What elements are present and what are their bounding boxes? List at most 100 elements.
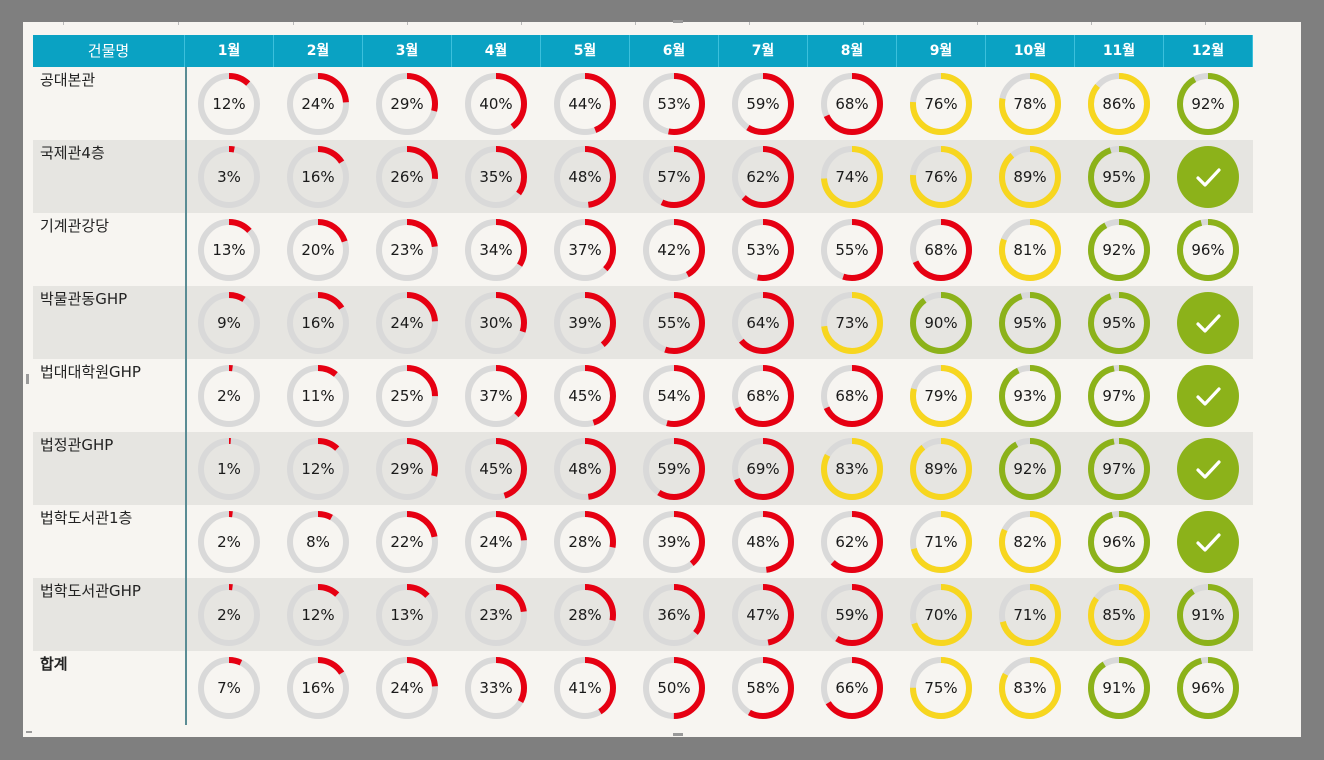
header-month-3[interactable]: 3월 [363, 35, 452, 67]
donut-chart[interactable]: 78% [995, 69, 1065, 139]
donut-chart[interactable]: 29% [372, 69, 442, 139]
donut-chart[interactable]: 39% [550, 288, 620, 358]
donut-chart[interactable]: 28% [550, 507, 620, 577]
donut-chart[interactable]: 53% [728, 215, 798, 285]
donut-chart[interactable]: 93% [995, 361, 1065, 431]
donut-chart[interactable]: 45% [550, 361, 620, 431]
donut-chart[interactable]: 81% [995, 215, 1065, 285]
corner-resize-handle[interactable] [26, 731, 32, 733]
donut-chart[interactable]: 3% [194, 142, 264, 212]
donut-chart[interactable]: 39% [639, 507, 709, 577]
donut-chart[interactable]: 16% [283, 288, 353, 358]
donut-chart[interactable]: 97% [1084, 434, 1154, 504]
donut-chart[interactable]: 41% [550, 653, 620, 723]
donut-chart[interactable]: 89% [995, 142, 1065, 212]
donut-chart[interactable]: 45% [461, 434, 531, 504]
donut-chart[interactable]: 68% [906, 215, 976, 285]
donut-chart[interactable]: 62% [817, 507, 887, 577]
donut-chart[interactable]: 95% [1084, 288, 1154, 358]
donut-chart[interactable]: 23% [461, 580, 531, 650]
donut-chart[interactable]: 89% [906, 434, 976, 504]
donut-chart[interactable]: 25% [372, 361, 442, 431]
donut-chart[interactable]: 59% [639, 434, 709, 504]
donut-chart[interactable]: 50% [639, 653, 709, 723]
donut-chart[interactable]: 42% [639, 215, 709, 285]
donut-chart[interactable]: 57% [639, 142, 709, 212]
donut-chart[interactable]: 34% [461, 215, 531, 285]
donut-chart[interactable]: 96% [1173, 653, 1243, 723]
donut-chart[interactable]: 76% [906, 142, 976, 212]
header-month-8[interactable]: 8월 [808, 35, 897, 67]
donut-chart[interactable]: 92% [1084, 215, 1154, 285]
donut-chart[interactable]: 92% [1173, 69, 1243, 139]
donut-chart[interactable]: 29% [372, 434, 442, 504]
donut-chart[interactable]: 24% [461, 507, 531, 577]
header-month-12[interactable]: 12월 [1164, 35, 1253, 67]
donut-chart[interactable]: 96% [1173, 215, 1243, 285]
donut-chart[interactable]: 71% [906, 507, 976, 577]
header-month-9[interactable]: 9월 [897, 35, 986, 67]
donut-chart[interactable]: 95% [1084, 142, 1154, 212]
donut-chart[interactable]: 83% [995, 653, 1065, 723]
top-resize-handle[interactable] [673, 20, 683, 23]
donut-chart[interactable]: 48% [550, 434, 620, 504]
header-month-2[interactable]: 2월 [274, 35, 363, 67]
donut-chart[interactable]: 12% [194, 69, 264, 139]
donut-chart[interactable]: 90% [906, 288, 976, 358]
bottom-resize-handle[interactable] [673, 733, 683, 736]
donut-chart[interactable]: 53% [639, 69, 709, 139]
donut-chart[interactable] [1173, 434, 1243, 504]
header-month-1[interactable]: 1월 [185, 35, 274, 67]
donut-chart[interactable]: 9% [194, 288, 264, 358]
header-month-4[interactable]: 4월 [452, 35, 541, 67]
donut-chart[interactable]: 97% [1084, 361, 1154, 431]
header-month-5[interactable]: 5월 [541, 35, 630, 67]
donut-chart[interactable]: 68% [728, 361, 798, 431]
donut-chart[interactable]: 24% [372, 653, 442, 723]
donut-chart[interactable]: 64% [728, 288, 798, 358]
donut-chart[interactable]: 20% [283, 215, 353, 285]
donut-chart[interactable]: 7% [194, 653, 264, 723]
donut-chart[interactable]: 91% [1084, 653, 1154, 723]
donut-chart[interactable]: 59% [728, 69, 798, 139]
donut-chart[interactable]: 24% [283, 69, 353, 139]
donut-chart[interactable]: 71% [995, 580, 1065, 650]
donut-chart[interactable]: 95% [995, 288, 1065, 358]
donut-chart[interactable]: 22% [372, 507, 442, 577]
donut-chart[interactable]: 30% [461, 288, 531, 358]
donut-chart[interactable]: 96% [1084, 507, 1154, 577]
donut-chart[interactable]: 8% [283, 507, 353, 577]
donut-chart[interactable]: 59% [817, 580, 887, 650]
header-month-7[interactable]: 7월 [719, 35, 808, 67]
donut-chart[interactable]: 40% [461, 69, 531, 139]
donut-chart[interactable] [1173, 361, 1243, 431]
donut-chart[interactable]: 69% [728, 434, 798, 504]
donut-chart[interactable]: 79% [906, 361, 976, 431]
donut-chart[interactable]: 2% [194, 507, 264, 577]
donut-chart[interactable]: 58% [728, 653, 798, 723]
donut-chart[interactable]: 75% [906, 653, 976, 723]
donut-chart[interactable]: 37% [550, 215, 620, 285]
donut-chart[interactable]: 28% [550, 580, 620, 650]
header-month-10[interactable]: 10월 [986, 35, 1075, 67]
donut-chart[interactable]: 2% [194, 580, 264, 650]
donut-chart[interactable]: 54% [639, 361, 709, 431]
donut-chart[interactable]: 91% [1173, 580, 1243, 650]
donut-chart[interactable]: 44% [550, 69, 620, 139]
donut-chart[interactable]: 13% [372, 580, 442, 650]
donut-chart[interactable]: 33% [461, 653, 531, 723]
donut-chart[interactable]: 66% [817, 653, 887, 723]
donut-chart[interactable]: 73% [817, 288, 887, 358]
donut-chart[interactable]: 74% [817, 142, 887, 212]
donut-chart[interactable]: 23% [372, 215, 442, 285]
donut-chart[interactable] [1173, 142, 1243, 212]
donut-chart[interactable]: 16% [283, 653, 353, 723]
donut-chart[interactable]: 48% [550, 142, 620, 212]
donut-chart[interactable]: 85% [1084, 580, 1154, 650]
donut-chart[interactable]: 12% [283, 434, 353, 504]
donut-chart[interactable]: 76% [906, 69, 976, 139]
donut-chart[interactable]: 11% [283, 361, 353, 431]
donut-chart[interactable]: 26% [372, 142, 442, 212]
donut-chart[interactable]: 70% [906, 580, 976, 650]
header-month-11[interactable]: 11월 [1075, 35, 1164, 67]
